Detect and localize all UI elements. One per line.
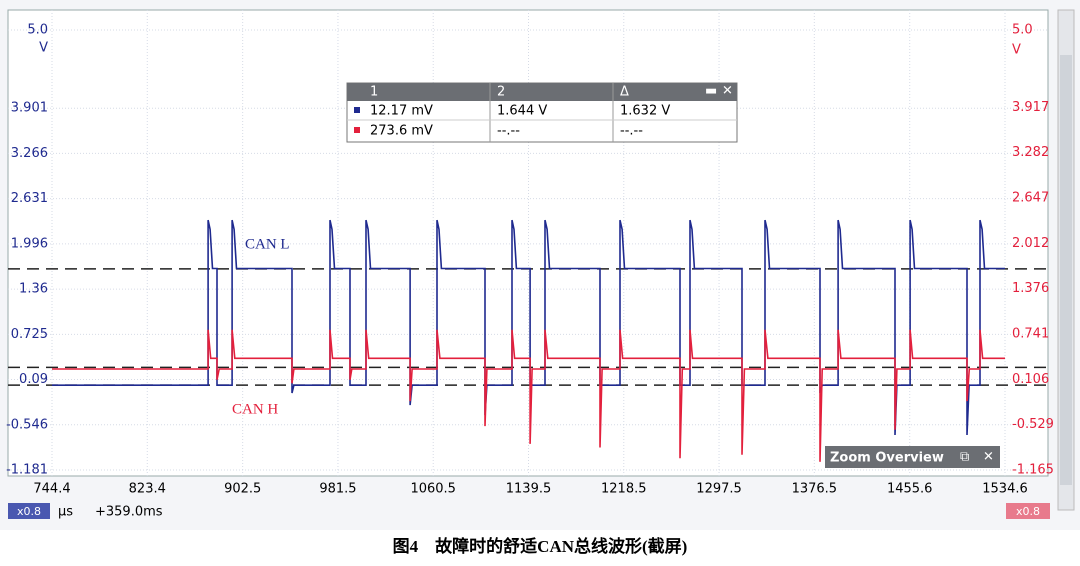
y2-tick-label: 0.106 [1012,372,1049,387]
restore-icon[interactable]: ⧉ [960,450,969,465]
scroll-thumb[interactable] [1060,55,1072,485]
y-unit: V [39,41,48,56]
close-icon[interactable]: ✕ [722,84,733,99]
trace-label: CAN H [232,401,278,417]
y2-tick-label: 2.647 [1012,190,1049,205]
zoom-overview-bar[interactable] [825,446,1000,468]
x-tick-label: 1376.5 [792,482,838,497]
y-tick-label: 3.901 [11,101,48,116]
y-tick-label: 3.266 [11,146,48,161]
scale-left: x0.8 [17,505,41,518]
ch1-swatch [354,107,360,113]
table-cell: 12.17 mV [370,104,433,119]
trace [52,219,1005,436]
trace-label: CAN L [245,236,290,252]
table-header-cell: Δ [620,85,629,100]
table-header-cell: 1 [370,85,378,100]
x-unit: µs [58,505,73,520]
x-tick-label: 744.4 [33,482,70,497]
y2-tick-label: -1.165 [1012,463,1054,478]
close-icon[interactable]: ✕ [983,450,994,465]
y2-tick-label: 3.917 [1012,100,1049,115]
y-tick-label: 2.631 [11,191,48,206]
y-tick-label: 5.0 [27,23,48,38]
x-tick-label: 902.5 [224,482,261,497]
y-tick-label: -0.546 [6,417,48,432]
y2-tick-label: 5.0 [1012,23,1033,38]
time-offset: +359.0ms [95,505,163,520]
x-tick-label: 1297.5 [696,482,742,497]
y-tick-label: 1.996 [11,236,48,251]
y2-tick-label: 1.376 [1012,281,1049,296]
y2-unit: V [1012,43,1021,58]
x-tick-label: 1534.6 [982,482,1028,497]
x-tick-label: 1060.5 [410,482,456,497]
table-cell: --.-- [497,124,520,139]
zoom-overview: Zoom Overview [830,451,944,466]
scale-box[interactable] [8,503,50,519]
table-cell: 1.632 V [620,104,670,119]
table-cell: --.-- [620,124,643,139]
y2-tick-label: 2.012 [1012,236,1049,251]
caption: 图4 故障时的舒适CAN总线波形(截屏) [393,536,688,556]
y2-tick-label: 3.282 [1012,145,1049,160]
x-tick-label: 1139.5 [506,482,552,497]
x-tick-label: 981.5 [319,482,356,497]
trace [52,329,1005,462]
x-tick-label: 1218.5 [601,482,647,497]
table-header [347,83,737,101]
y-tick-label: 0.09 [19,372,48,387]
y-tick-label: 0.725 [11,327,48,342]
y-tick-label: -1.181 [6,463,48,478]
scale-right: x0.8 [1016,505,1040,518]
table-cell: 273.6 mV [370,124,433,139]
table-cell: 1.644 V [497,104,547,119]
y2-tick-label: -0.529 [1012,417,1054,432]
y2-tick-label: 0.741 [1012,326,1049,341]
table-header-cell: 2 [497,85,505,100]
ch2-swatch [354,127,360,133]
x-tick-label: 823.4 [129,482,166,497]
measurement-table: ▬ ✕ 1 2 Δ 12.17 mV 1.644 V 1.632 V 273.6 mV --.… [346,82,738,143]
minimize-icon[interactable]: ▬ [705,84,717,99]
scale-box[interactable] [1006,503,1050,519]
x-tick-label: 1455.6 [887,482,933,497]
y-tick-label: 1.36 [19,282,48,297]
